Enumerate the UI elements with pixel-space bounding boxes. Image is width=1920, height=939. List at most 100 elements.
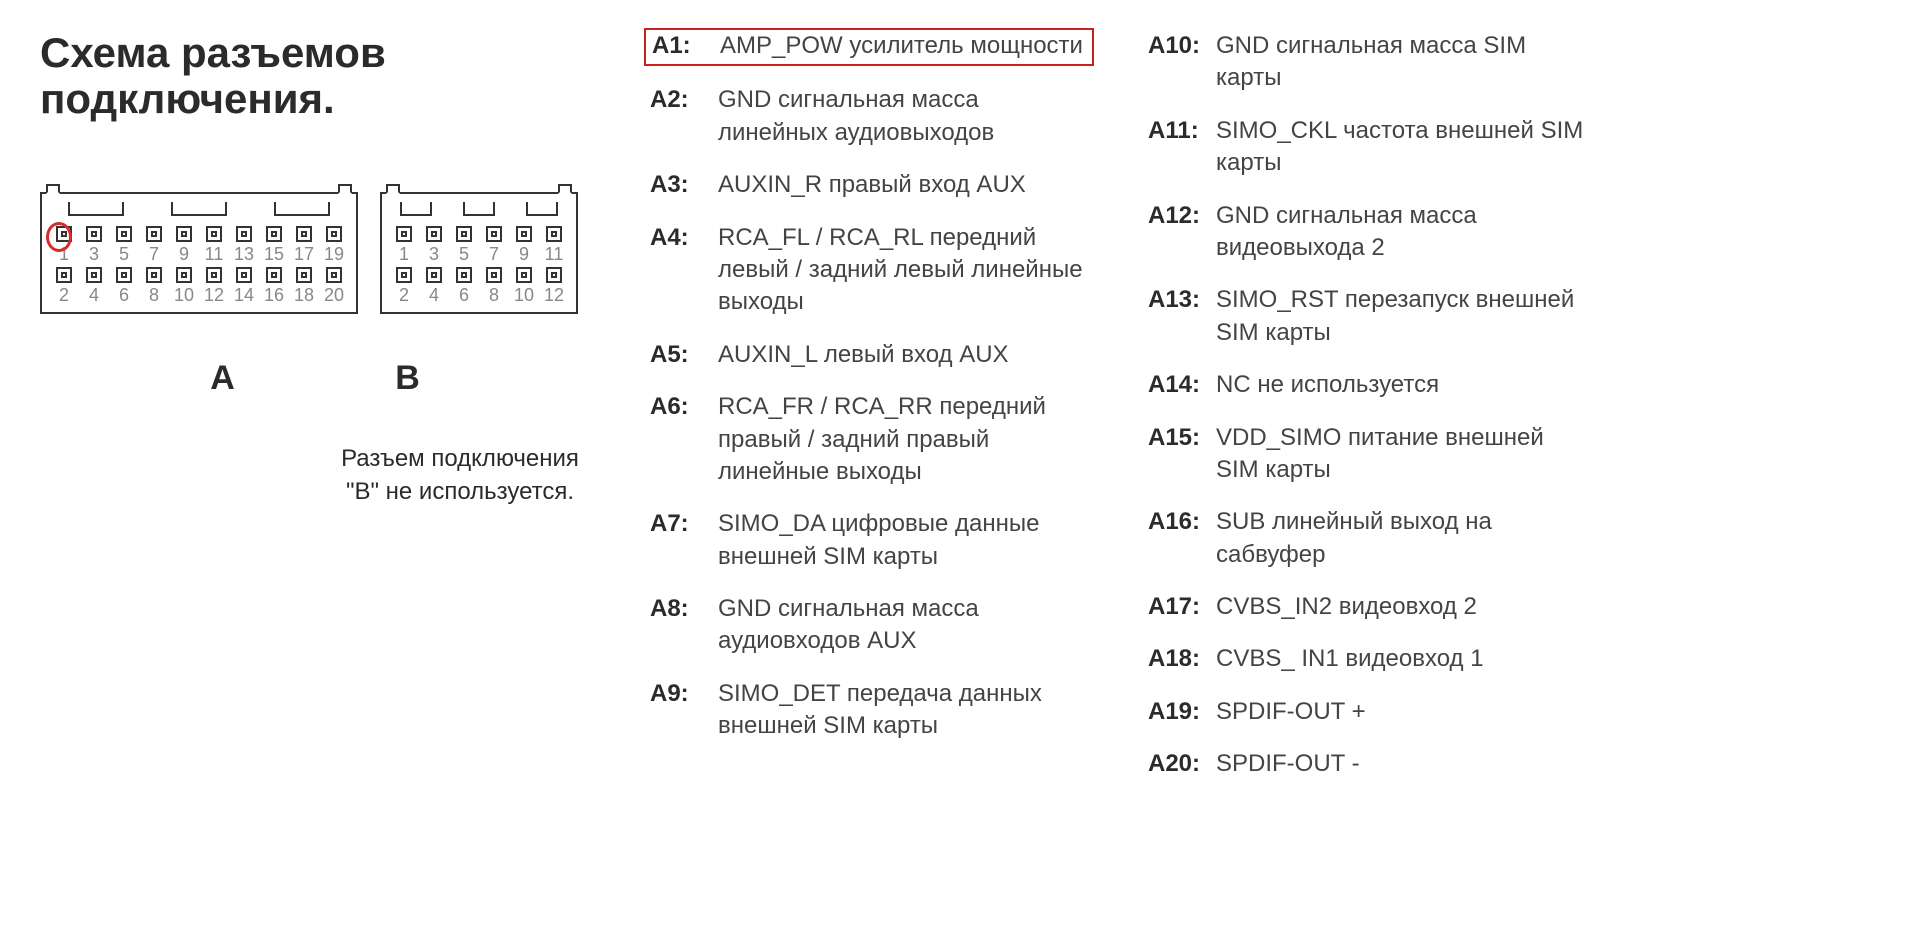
pin-item: A5: AUXIN_L левый вход AUX xyxy=(650,339,1088,371)
pin-description-columns: A1: AMP_POW усилитель мощности A2: GND сигн… xyxy=(650,30,1880,909)
pin-description: SIMO_DA цифровые данные внешней SIM карт… xyxy=(718,508,1088,573)
connectors-row: 1357911131517192468101214161820 13579112… xyxy=(40,192,600,314)
connector-b-note: Разъем подключения "B" не используется. xyxy=(340,443,580,508)
pin-description: AMP_POW усилитель мощности xyxy=(720,30,1083,62)
pin-id: A18: xyxy=(1148,643,1202,675)
pin-item: A8: GND сигнальная масса аудиовходов AUX xyxy=(650,593,1088,658)
pin-description: GND сигнальная масса SIM карты xyxy=(1216,30,1586,95)
connector-b-label: B xyxy=(395,359,420,398)
pin-item: A6: RCA_FR / RCA_RR передний правый / зад… xyxy=(650,391,1088,488)
connector-b: 135791124681012 xyxy=(380,192,578,314)
pin-id: A10: xyxy=(1148,30,1202,62)
pin-cell: 16 xyxy=(260,267,288,306)
pin-id: A1: xyxy=(652,30,706,62)
pin-id: A11: xyxy=(1148,115,1202,147)
pin-item: A11: SIMO_CKL частота внешней SIM карты xyxy=(1148,115,1586,180)
pin-description: AUXIN_R правый вход AUX xyxy=(718,169,1026,201)
pin-cell: 8 xyxy=(480,267,508,306)
pin-cell: 14 xyxy=(230,267,258,306)
pin-item: A15: VDD_SIMO питание внешней SIM карты xyxy=(1148,422,1586,487)
pin-cell: 1 xyxy=(50,226,78,265)
pin-item: A19: SPDIF-OUT + xyxy=(1148,696,1586,728)
pin-item: A2: GND сигнальная масса линейных аудиовы… xyxy=(650,84,1088,149)
pin-list-col1: A1: AMP_POW усилитель мощности A2: GND сигн… xyxy=(650,30,1088,909)
pin-cell: 6 xyxy=(450,267,478,306)
pin-id: A5: xyxy=(650,339,704,371)
pin-item: A18: CVBS_ IN1 видеовход 1 xyxy=(1148,643,1586,675)
pin-description: GND сигнальная масса видеовыхода 2 xyxy=(1216,200,1586,265)
pin-id: A13: xyxy=(1148,284,1202,316)
pin-item: A3: AUXIN_R правый вход AUX xyxy=(650,169,1088,201)
pin-item: A1: AMP_POW усилитель мощности xyxy=(644,28,1094,66)
pin-cell: 8 xyxy=(140,267,168,306)
pin-cell: 3 xyxy=(420,226,448,265)
pin-cell: 15 xyxy=(260,226,288,265)
pin-cell: 2 xyxy=(50,267,78,306)
pin-description: SIMO_RST перезапуск внешней SIM карты xyxy=(1216,284,1586,349)
pin-id: A17: xyxy=(1148,591,1202,623)
pin-item: A20: SPDIF-OUT - xyxy=(1148,748,1586,780)
pin-cell: 11 xyxy=(540,226,568,265)
pin-cell: 9 xyxy=(510,226,538,265)
connector-a: 1357911131517192468101214161820 xyxy=(40,192,358,314)
pin-cell: 1 xyxy=(390,226,418,265)
connector-labels: A B xyxy=(40,359,560,398)
pin-description: SIMO_CKL частота внешней SIM карты xyxy=(1216,115,1586,180)
pin-id: A14: xyxy=(1148,369,1202,401)
pin-id: A7: xyxy=(650,508,704,540)
pin-id: A8: xyxy=(650,593,704,625)
pin-cell: 5 xyxy=(450,226,478,265)
pin-cell: 10 xyxy=(170,267,198,306)
pin-cell: 4 xyxy=(80,267,108,306)
pin-item: A12: GND сигнальная масса видеовыхода 2 xyxy=(1148,200,1586,265)
pin-description: SIMO_DET передача данных внешней SIM кар… xyxy=(718,678,1088,743)
pin-cell: 11 xyxy=(200,226,228,265)
pin-description: RCA_FL / RCA_RL передний левый / задний … xyxy=(718,222,1088,319)
pin-item: A13: SIMO_RST перезапуск внешней SIM карт… xyxy=(1148,284,1586,349)
pin-id: A4: xyxy=(650,222,704,254)
pin-item: A7: SIMO_DA цифровые данные внешней SIM к… xyxy=(650,508,1088,573)
pin-id: A12: xyxy=(1148,200,1202,232)
pin-cell: 10 xyxy=(510,267,538,306)
pin-id: A16: xyxy=(1148,506,1202,538)
pin-item: A16: SUB линейный выход на сабвуфер xyxy=(1148,506,1586,571)
pin-description: SPDIF-OUT - xyxy=(1216,748,1360,780)
pin-cell: 9 xyxy=(170,226,198,265)
pin-item: A17: CVBS_IN2 видеовход 2 xyxy=(1148,591,1586,623)
connector-a-label: A xyxy=(210,359,235,398)
pin-description: RCA_FR / RCA_RR передний правый / задний… xyxy=(718,391,1088,488)
pin-id: A15: xyxy=(1148,422,1202,454)
pin-description: CVBS_IN2 видеовход 2 xyxy=(1216,591,1477,623)
pin-description: NC не используется xyxy=(1216,369,1439,401)
pin-cell: 19 xyxy=(320,226,348,265)
pin-cell: 17 xyxy=(290,226,318,265)
pin-id: A6: xyxy=(650,391,704,423)
pin-description: VDD_SIMO питание внешней SIM карты xyxy=(1216,422,1586,487)
page-title: Схема разъемов подключения. xyxy=(40,30,600,122)
pin-id: A19: xyxy=(1148,696,1202,728)
pin-description: GND сигнальная масса линейных аудиовыход… xyxy=(718,84,1088,149)
pin-cell: 2 xyxy=(390,267,418,306)
pin-id: A9: xyxy=(650,678,704,710)
pin-id: A2: xyxy=(650,84,704,116)
pin-list-col2: A10: GND сигнальная масса SIM карты A11: SI… xyxy=(1148,30,1586,909)
pin-cell: 5 xyxy=(110,226,138,265)
pin-cell: 12 xyxy=(200,267,228,306)
pin-cell: 13 xyxy=(230,226,258,265)
pin-description: GND сигнальная масса аудиовходов AUX xyxy=(718,593,1088,658)
pin-cell: 7 xyxy=(480,226,508,265)
left-column: Схема разъемов подключения. 135791113151… xyxy=(40,30,600,909)
pin-cell: 7 xyxy=(140,226,168,265)
pin-id: A3: xyxy=(650,169,704,201)
pin-item: A4: RCA_FL / RCA_RL передний левый / задн… xyxy=(650,222,1088,319)
pin-id: A20: xyxy=(1148,748,1202,780)
pin-cell: 4 xyxy=(420,267,448,306)
pin-description: CVBS_ IN1 видеовход 1 xyxy=(1216,643,1484,675)
pin-description: AUXIN_L левый вход AUX xyxy=(718,339,1009,371)
pin-item: A9: SIMO_DET передача данных внешней SIM … xyxy=(650,678,1088,743)
pin-cell: 6 xyxy=(110,267,138,306)
pin-description: SPDIF-OUT + xyxy=(1216,696,1366,728)
pin-description: SUB линейный выход на сабвуфер xyxy=(1216,506,1586,571)
pin-cell: 18 xyxy=(290,267,318,306)
pin-item: A10: GND сигнальная масса SIM карты xyxy=(1148,30,1586,95)
